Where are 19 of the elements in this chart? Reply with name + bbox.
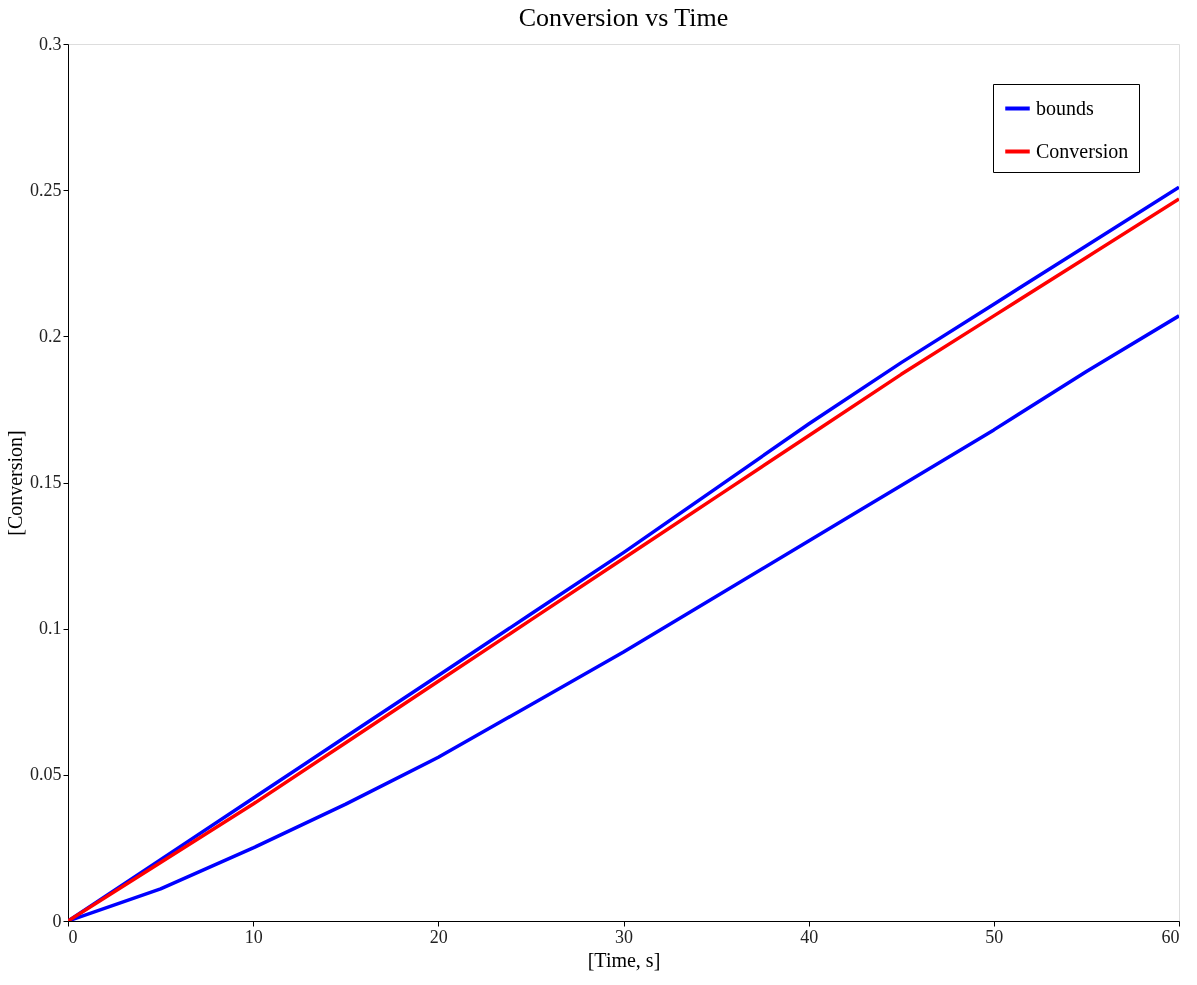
y-tick-label: 0.3	[39, 33, 62, 54]
x-tick-label: 60	[1161, 926, 1180, 947]
y-axis-title: [Conversion]	[4, 430, 26, 536]
chart-title: Conversion vs Time	[518, 3, 729, 32]
y-tick-label: 0.2	[39, 325, 62, 346]
x-axis-title: [Time, s]	[587, 948, 661, 971]
y-tick-label: 0.1	[39, 618, 62, 639]
y-tick-label: 0.25	[30, 179, 62, 200]
x-tick-label: 40	[800, 926, 819, 947]
y-tick-label: 0.05	[30, 764, 62, 785]
x-tick-label: 50	[985, 926, 1004, 947]
x-tick-label: 10	[244, 926, 263, 947]
x-tick-label: 0	[68, 926, 78, 947]
x-tick-label: 30	[615, 926, 633, 947]
y-tick-label: 0.15	[30, 472, 62, 492]
x-tick-label: 20	[429, 926, 448, 947]
legend-label: bounds	[1036, 96, 1094, 119]
y-tick-label: 0	[52, 910, 62, 931]
legend-label: Conversion	[1036, 139, 1129, 162]
